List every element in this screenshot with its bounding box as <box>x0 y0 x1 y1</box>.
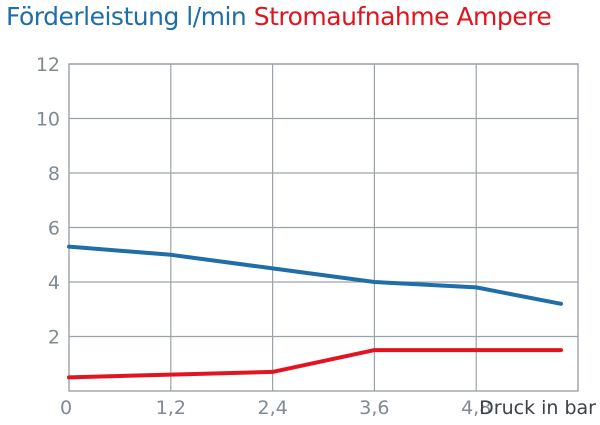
y-tick-label: 10 <box>36 109 60 131</box>
y-tick-label: 4 <box>48 272 60 294</box>
series-line-2 <box>67 348 563 380</box>
y-axis-ticks: 2 4 6 8 10 12 <box>36 54 60 349</box>
x-tick-label: 4,8 <box>461 397 491 419</box>
x-axis-ticks: 0 1,2 2,4 3,6 4,8 <box>60 397 491 419</box>
title-series-2: Stromaufnahme Ampere <box>253 2 552 31</box>
x-axis-label: Druck in bar <box>479 397 596 419</box>
x-tick-label: 2,4 <box>257 397 287 419</box>
y-tick-label: 12 <box>36 54 60 76</box>
grid <box>68 63 579 392</box>
title-series-1: Förderleistung l/min <box>6 2 247 31</box>
x-tick-label: 0 <box>60 397 72 419</box>
x-tick-label: 3,6 <box>359 397 389 419</box>
chart-title: Förderleistung l/min Stromaufnahme Amper… <box>6 2 552 31</box>
series-lines <box>67 244 563 380</box>
y-tick-label: 6 <box>48 218 60 240</box>
y-tick-label: 2 <box>48 327 60 349</box>
x-tick-label: 1,2 <box>156 397 186 419</box>
y-tick-label: 8 <box>48 163 60 185</box>
series-line-1 <box>67 244 563 306</box>
